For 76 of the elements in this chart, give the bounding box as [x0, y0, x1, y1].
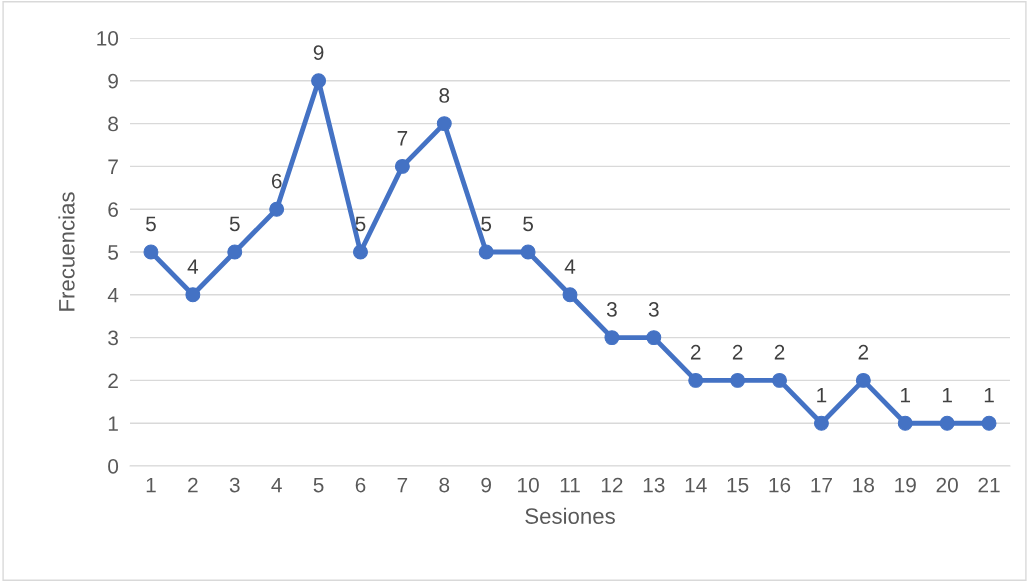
point [478, 244, 494, 260]
y-tick-label: 1 [108, 416, 118, 431]
data-label: 9 [313, 45, 324, 61]
point [520, 244, 536, 260]
point [311, 73, 327, 89]
point [981, 415, 997, 431]
x-axis-title: Sesiones [525, 507, 615, 524]
y-tick-label: 0 [108, 459, 119, 474]
data-label: 2 [690, 344, 701, 360]
y-tick-label: 6 [108, 202, 118, 217]
x-tick-label: 18 [853, 477, 875, 493]
x-tick-label: 5 [313, 477, 324, 493]
point [436, 116, 452, 132]
point [562, 287, 578, 303]
y-tick-label: 9 [108, 73, 118, 89]
point [646, 330, 662, 346]
x-tick-label: 21 [978, 477, 1000, 493]
data-label: 5 [145, 216, 156, 232]
x-tick-label: 10 [518, 477, 539, 493]
data-label: 2 [774, 344, 785, 360]
data-label: 5 [481, 216, 492, 232]
x-tick-label: 14 [685, 477, 707, 493]
data-label: 5 [229, 216, 240, 232]
y-tick-label: 10 [97, 31, 119, 46]
x-tick-label: 7 [397, 477, 408, 493]
data-label: 7 [397, 131, 408, 146]
x-tick-label: 1 [146, 477, 156, 493]
point [939, 415, 955, 431]
data-label: 1 [942, 387, 952, 403]
point [855, 372, 871, 388]
data-label: 3 [648, 302, 659, 317]
x-tick-label: 9 [481, 477, 491, 493]
point [813, 415, 829, 431]
y-tick-label: 2 [108, 373, 118, 388]
x-tick-label: 8 [439, 477, 450, 493]
point [394, 158, 410, 174]
y-tick-label: 8 [108, 116, 118, 132]
x-tick-label: 20 [936, 477, 958, 493]
point [897, 415, 913, 431]
x-tick-label: 2 [188, 477, 198, 493]
data-label: 2 [858, 344, 869, 360]
x-tick-label: 3 [229, 477, 240, 493]
y-tick-label: 3 [108, 330, 118, 346]
data-label: 1 [984, 387, 994, 403]
data-label: 3 [606, 302, 617, 317]
y-tick-label: 5 [108, 245, 119, 260]
x-tick-label: 12 [601, 477, 623, 493]
point [227, 244, 243, 260]
point [604, 330, 620, 346]
data-label: 5 [523, 216, 534, 232]
data-label: 8 [439, 88, 450, 103]
point [143, 244, 159, 260]
x-tick-label: 16 [769, 477, 791, 493]
x-tick-label: 13 [643, 477, 665, 493]
point [269, 201, 285, 217]
data-label: 6 [271, 173, 282, 189]
data-label: 1 [817, 387, 827, 403]
x-tick-label: 4 [271, 477, 282, 493]
point [185, 287, 201, 303]
point [353, 244, 368, 260]
y-tick-label: 7 [108, 159, 118, 174]
y-axis-title: Frecuencias [58, 192, 75, 311]
point [688, 372, 704, 388]
data-label: 2 [732, 344, 743, 360]
x-tick-label: 19 [895, 477, 916, 493]
point [730, 372, 746, 388]
data-label: 5 [355, 216, 366, 232]
x-tick-label: 17 [811, 477, 832, 493]
x-tick-label: 11 [560, 477, 580, 493]
data-label: 4 [187, 259, 199, 274]
y-tick-label: 4 [107, 288, 119, 303]
x-tick-label: 6 [355, 477, 366, 493]
x-tick-label: 15 [727, 477, 749, 493]
data-label: 4 [564, 259, 576, 274]
data-label: 1 [901, 387, 911, 403]
point [772, 372, 787, 388]
